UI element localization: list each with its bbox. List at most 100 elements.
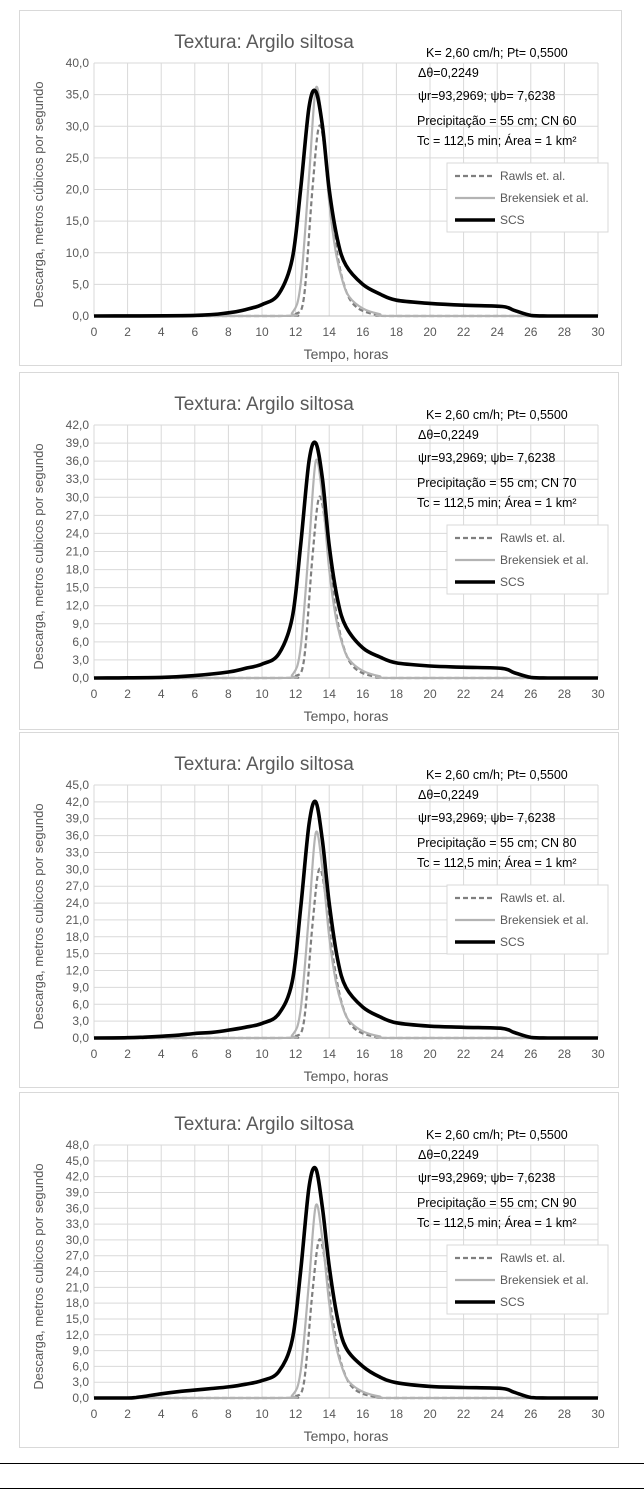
annotation-text: Δθ=0,2249	[418, 1148, 479, 1162]
x-tick-label: 10	[255, 1407, 269, 1421]
annotation-text: Precipitação = 55 cm; CN 80	[417, 836, 576, 850]
annotation-text: Precipitação = 55 cm; CN 60	[417, 114, 576, 128]
chart-svg-2: 0 2 4 6 8 10 12 14 16 18 20 22 24 26 28 300,03,06,09,01…	[31, 394, 609, 724]
annotation-text: ψr=93,2969; ψb= 7,6238	[418, 451, 555, 465]
series-line-brekensiek-et-al	[94, 830, 598, 1040]
x-tick-label: 22	[457, 325, 471, 339]
x-tick-label: 28	[558, 325, 572, 339]
chart-panel-1: 0 2 4 6 8 10 12 14 16 18 20 22 24 26 28 30 0,0 5,0 10,0 15,…	[19, 10, 622, 366]
y-tick-label: 0,0	[72, 671, 89, 685]
y-tick-label: 39,0	[66, 436, 90, 450]
y-tick-label: 18,0	[66, 1296, 90, 1310]
x-tick-label: 4	[158, 1047, 165, 1061]
series-line-scs	[93, 88, 598, 318]
y-tick-label: 0,0	[72, 1031, 89, 1045]
y-tick-label: 42,0	[66, 418, 90, 432]
x-tick-label: 12	[289, 1407, 303, 1421]
annotation-text: Δθ=0,2249	[418, 66, 479, 80]
y-axis-title: Descarga, metros cúbicos por segundo	[31, 81, 46, 307]
chart-panel-2: 0 2 4 6 8 10 12 14 16 18 20 22 24 26 28 30 0,0 3,0 6,0 9,0 1…	[19, 372, 619, 730]
annotation-text: Tc = 112,5 min; Área = 1 km²	[417, 1215, 577, 1230]
x-tick-label: 24	[491, 325, 505, 339]
x-axis-title: Tempo, horas	[304, 708, 389, 724]
y-axis-title: Descarga, metros cubicos por segundo	[31, 443, 46, 669]
x-tick-label: 26	[524, 687, 538, 701]
annotation-text: K= 2,60 cm/h; Pt= 0,5500	[426, 46, 568, 60]
annotation-text: ψr=93,2969; ψb= 7,6238	[418, 89, 555, 103]
y-tick-label: 42,0	[66, 795, 90, 809]
y-tick-label: 33,0	[66, 472, 90, 486]
annotation-text: Δθ=0,2249	[418, 788, 479, 802]
legend-label: SCS	[500, 575, 525, 589]
y-tick-label: 33,0	[66, 1217, 90, 1231]
x-tick-label: 22	[457, 1047, 471, 1061]
legend-label: Rawls et. al.	[500, 531, 565, 545]
y-tick-label: 18,0	[66, 930, 90, 944]
x-axis-title: Tempo, horas	[304, 346, 389, 362]
x-tick-label: 14	[323, 325, 337, 339]
y-tick-label: 36,0	[66, 454, 90, 468]
x-tick-label: 6	[191, 1407, 198, 1421]
annotation-text: ψr=93,2969; ψb= 7,6238	[418, 811, 555, 825]
y-tick-label: 21,0	[66, 545, 90, 559]
x-tick-label: 18	[390, 1407, 404, 1421]
x-tick-label: 10	[255, 687, 269, 701]
legend-label: Brekensiek et al.	[500, 553, 589, 567]
x-tick-label: 24	[491, 687, 505, 701]
x-tick-label: 20	[423, 1407, 437, 1421]
x-tick-label: 8	[225, 325, 232, 339]
annotation-text: ψr=93,2969; ψb= 7,6238	[418, 1171, 555, 1185]
y-tick-label: 9,0	[72, 980, 89, 994]
legend-label: Rawls et. al.	[500, 169, 565, 183]
x-tick-label: 20	[423, 687, 437, 701]
x-tick-label: 4	[158, 325, 165, 339]
chart-panel-3: 0 2 4 6 8 10 12 14 16 18 20 22 24 26 28 30 0,0 3,0 6,0 9,0 1…	[19, 732, 619, 1088]
y-tick-label: 10,0	[66, 246, 90, 260]
x-tick-label: 16	[356, 325, 370, 339]
y-axis-title: Descarga, metros cubicos por segundo	[31, 1163, 46, 1389]
y-axis-title: Descarga, metros cubicos por segundo	[31, 803, 46, 1029]
y-tick-label: 30,0	[66, 862, 90, 876]
x-tick-label: 0	[91, 687, 98, 701]
y-tick-label: 30,0	[66, 1233, 90, 1247]
annotation-text: K= 2,60 cm/h; Pt= 0,5500	[426, 408, 568, 422]
x-tick-label: 16	[356, 1047, 370, 1061]
x-tick-label: 16	[356, 1407, 370, 1421]
legend-label: SCS	[500, 1295, 525, 1309]
x-tick-label: 0	[91, 325, 98, 339]
annotation-text: Precipitação = 55 cm; CN 70	[417, 476, 576, 490]
y-tick-label: 3,0	[72, 1375, 89, 1389]
series-line-brekensiek-et-al	[94, 458, 598, 680]
y-tick-label: 12,0	[66, 1328, 90, 1342]
x-tick-label: 22	[457, 1407, 471, 1421]
x-tick-label: 6	[191, 325, 198, 339]
y-tick-label: 27,0	[66, 1249, 90, 1263]
legend-label: SCS	[500, 935, 525, 949]
divider-line	[0, 1488, 644, 1489]
x-tick-label: 8	[225, 687, 232, 701]
x-tick-label: 14	[323, 1407, 337, 1421]
y-tick-label: 21,0	[66, 1280, 90, 1294]
x-tick-label: 8	[225, 1407, 232, 1421]
x-tick-label: 12	[289, 1047, 303, 1061]
annotation-text: Tc = 112,5 min; Área = 1 km²	[417, 133, 577, 148]
y-tick-label: 6,0	[72, 997, 89, 1011]
series-line-scs	[93, 440, 598, 680]
x-axis-title: Tempo, horas	[304, 1428, 389, 1444]
chart-title: Textura: Argilo siltosa	[174, 394, 354, 415]
legend-label: Rawls et. al.	[500, 891, 565, 905]
chart-panel-4: 0 2 4 6 8 10 12 14 16 18 20 22 24 26 28 30 0,0 3,0 6,0 9,0 1…	[19, 1092, 619, 1448]
x-tick-label: 30	[591, 1407, 605, 1421]
y-tick-label: 40,0	[66, 56, 90, 70]
y-tick-label: 36,0	[66, 829, 90, 843]
chart-title: Textura: Argilo siltosa	[174, 754, 354, 775]
x-tick-label: 18	[390, 687, 404, 701]
chart-svg-3: 0 2 4 6 8 10 12 14 16 18 20 22 24 26 28 300,03,06,09,01…	[31, 754, 609, 1084]
x-tick-label: 20	[423, 325, 437, 339]
y-tick-label: 39,0	[66, 1185, 90, 1199]
y-tick-label: 21,0	[66, 913, 90, 927]
annotation-text: Tc = 112,5 min; Área = 1 km²	[417, 855, 577, 870]
y-tick-label: 15,0	[66, 214, 90, 228]
x-tick-label: 30	[591, 1047, 605, 1061]
x-tick-label: 28	[558, 687, 572, 701]
